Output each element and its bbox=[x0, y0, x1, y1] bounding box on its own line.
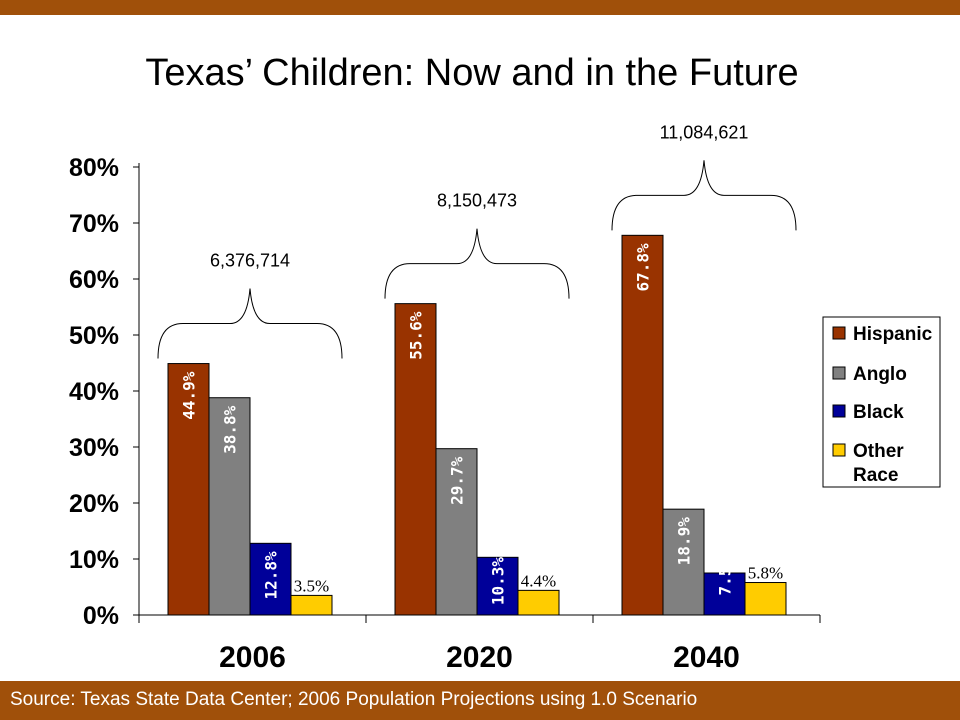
y-tick-label: 20% bbox=[69, 490, 119, 518]
legend-swatch bbox=[832, 366, 846, 380]
bar bbox=[476, 556, 519, 616]
y-tick-label: 10% bbox=[69, 546, 119, 574]
y-tick-label: 80% bbox=[69, 154, 119, 182]
data-label: 5.8% bbox=[748, 564, 783, 583]
y-tick-label: 30% bbox=[69, 434, 119, 462]
bar bbox=[703, 572, 746, 616]
bar bbox=[621, 234, 664, 616]
y-tick-label: 50% bbox=[69, 322, 119, 350]
data-label: 7.5% bbox=[716, 557, 735, 596]
data-label: 12.8% bbox=[262, 551, 281, 600]
group-total-label: 11,084,621 bbox=[660, 122, 749, 142]
bar bbox=[290, 594, 333, 616]
group-brace bbox=[157, 288, 343, 359]
x-tick-label: 2006 bbox=[219, 641, 286, 674]
group-total-label: 6,376,714 bbox=[210, 251, 290, 271]
data-label: 18.9% bbox=[675, 517, 694, 566]
data-label: 3.5% bbox=[294, 576, 329, 595]
data-label: 29.7% bbox=[448, 456, 467, 505]
data-label: 44.9% bbox=[180, 371, 199, 420]
legend-box bbox=[822, 316, 941, 488]
x-tick-label: 2020 bbox=[446, 641, 513, 674]
data-label: 10.3% bbox=[489, 557, 508, 606]
legend-label: Black bbox=[853, 402, 904, 423]
y-tick-label: 0% bbox=[83, 602, 119, 630]
page-title: Texas’ Children: Now and in the Future bbox=[145, 52, 799, 94]
data-label: 4.4% bbox=[521, 571, 556, 590]
source-note: Source: Texas State Data Center; 2006 Po… bbox=[10, 689, 698, 710]
legend-swatch bbox=[832, 443, 846, 457]
group-total-label: 8,150,473 bbox=[437, 191, 517, 211]
data-label: 67.8% bbox=[634, 243, 653, 292]
footer-banner: Source: Texas State Data Center; 2006 Po… bbox=[0, 681, 960, 720]
group-brace bbox=[611, 160, 797, 231]
data-label: 38.8% bbox=[221, 405, 240, 454]
data-label: 55.6% bbox=[407, 311, 426, 360]
legend-label: Other Race bbox=[853, 441, 904, 486]
y-tick-label: 60% bbox=[69, 266, 119, 294]
bar bbox=[744, 582, 787, 616]
bar bbox=[208, 397, 251, 616]
y-tick-label: 40% bbox=[69, 378, 119, 406]
bar bbox=[517, 589, 560, 616]
legend-label: Anglo bbox=[853, 364, 907, 385]
legend-label-line: Race bbox=[853, 465, 898, 486]
group-brace bbox=[384, 228, 570, 299]
x-tick-label: 2040 bbox=[673, 641, 740, 674]
legend-swatch bbox=[832, 326, 846, 340]
legend-swatch bbox=[832, 404, 846, 418]
legend-label-line: Other bbox=[853, 441, 904, 462]
bar bbox=[435, 448, 478, 616]
legend-label: Hispanic bbox=[853, 324, 933, 345]
bar bbox=[662, 508, 705, 616]
top-banner bbox=[0, 0, 960, 15]
bar bbox=[394, 303, 437, 616]
y-tick-label: 70% bbox=[69, 210, 119, 238]
bar bbox=[249, 542, 292, 616]
